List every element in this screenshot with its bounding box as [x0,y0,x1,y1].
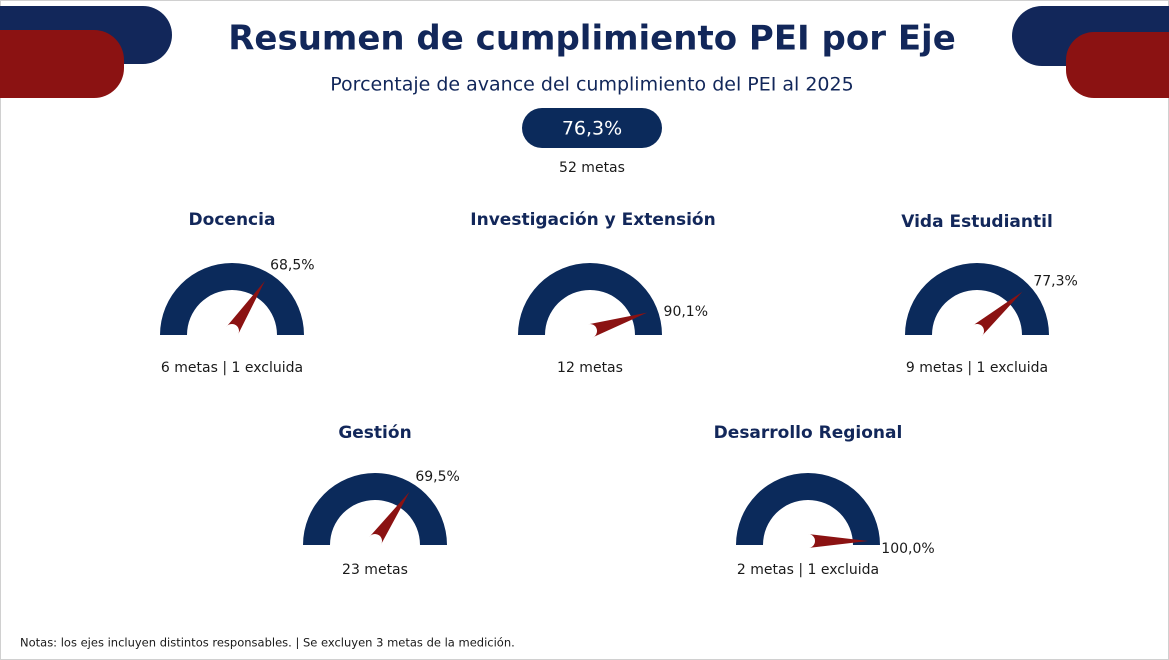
gauge-value-label: 69,5% [415,469,459,485]
gauge-arc [518,263,662,335]
gauge-arc [303,473,447,545]
total-label: 76,3% [562,118,622,140]
corner-shape [1066,32,1169,98]
gauge-caption: 6 metas | 1 excluida [161,360,303,376]
gauge-title: Gestión [338,423,411,443]
gauge-title: Investigación y Extensión [470,210,715,230]
gauge-needle [226,280,265,335]
gauge-title: Vida Estudiantil [901,212,1053,232]
gauge-value-label: 68,5% [270,257,314,273]
gauge-needle [972,291,1023,337]
gauge-caption: 12 metas [557,360,623,376]
gauge-title: Docencia [189,210,276,230]
gauge-needle [808,534,868,548]
gauge-value-label: 100,0% [881,541,934,557]
note: Notas: los ejes incluyen distintos respo… [20,636,515,650]
subtitle: Porcentaje de avance del cumplimiento de… [330,74,853,96]
gauge-title: Desarrollo Regional [714,423,903,443]
total-pill [522,108,662,148]
gauge-caption: 9 metas | 1 excluida [906,360,1048,376]
gauge-caption: 23 metas [342,562,408,578]
gauge-needle [587,312,648,338]
gauge-value-label: 77,3% [1033,273,1077,289]
gauge-arc [736,473,880,545]
gauge-caption: 2 metas | 1 excluida [737,562,879,578]
gauge-arc [160,263,304,335]
gauge-arc [905,263,1049,335]
gauge-needle [369,491,410,546]
total-caption: 52 metas [559,160,625,176]
gauge-value-label: 90,1% [664,304,708,320]
corner-shape [0,30,124,98]
title: Resumen de cumplimiento PEI por Eje [228,19,956,59]
